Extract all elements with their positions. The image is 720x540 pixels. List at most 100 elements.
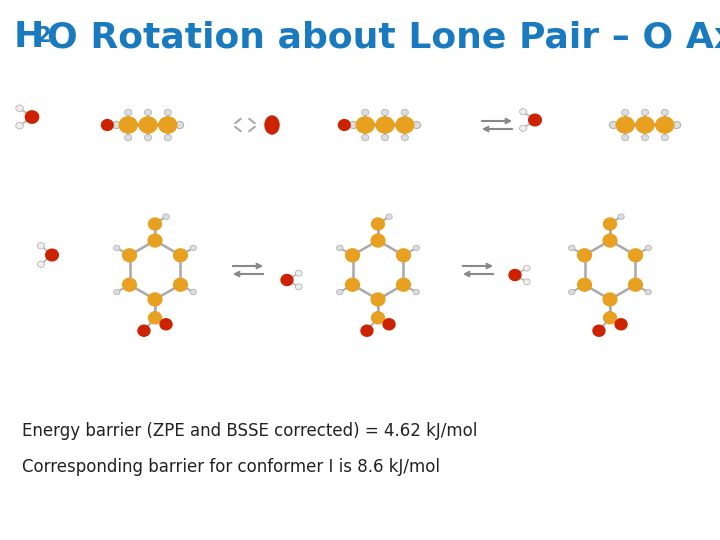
Ellipse shape bbox=[265, 116, 279, 134]
Ellipse shape bbox=[160, 319, 172, 330]
Ellipse shape bbox=[509, 269, 521, 280]
Ellipse shape bbox=[642, 134, 649, 141]
Ellipse shape bbox=[615, 319, 627, 330]
Ellipse shape bbox=[375, 223, 381, 228]
Ellipse shape bbox=[114, 289, 120, 295]
Ellipse shape bbox=[621, 109, 629, 116]
Ellipse shape bbox=[16, 123, 23, 129]
Ellipse shape bbox=[397, 249, 410, 262]
Ellipse shape bbox=[645, 245, 652, 251]
Ellipse shape bbox=[120, 117, 138, 133]
Ellipse shape bbox=[174, 249, 187, 262]
Ellipse shape bbox=[138, 325, 150, 336]
Ellipse shape bbox=[361, 325, 373, 336]
Ellipse shape bbox=[37, 261, 45, 267]
Ellipse shape bbox=[523, 279, 530, 285]
Ellipse shape bbox=[642, 109, 649, 116]
Ellipse shape bbox=[629, 249, 642, 262]
Ellipse shape bbox=[629, 278, 642, 291]
Ellipse shape bbox=[523, 265, 530, 271]
Ellipse shape bbox=[616, 117, 634, 133]
Ellipse shape bbox=[371, 234, 385, 247]
Ellipse shape bbox=[577, 278, 591, 291]
Ellipse shape bbox=[338, 119, 350, 130]
Ellipse shape bbox=[607, 223, 613, 228]
Ellipse shape bbox=[603, 218, 616, 230]
Ellipse shape bbox=[190, 289, 197, 295]
Ellipse shape bbox=[621, 134, 629, 141]
Ellipse shape bbox=[45, 249, 58, 261]
Ellipse shape bbox=[661, 109, 668, 116]
Text: H: H bbox=[14, 20, 45, 54]
Ellipse shape bbox=[569, 245, 575, 251]
Ellipse shape bbox=[349, 122, 357, 129]
Text: O Rotation about Lone Pair – O Axis: O Rotation about Lone Pair – O Axis bbox=[47, 20, 720, 54]
Ellipse shape bbox=[336, 245, 343, 251]
Ellipse shape bbox=[176, 122, 184, 129]
Ellipse shape bbox=[295, 270, 302, 276]
Ellipse shape bbox=[372, 312, 384, 324]
Ellipse shape bbox=[372, 218, 384, 230]
Ellipse shape bbox=[102, 119, 113, 130]
Ellipse shape bbox=[672, 122, 680, 129]
Ellipse shape bbox=[336, 289, 343, 295]
Ellipse shape bbox=[114, 245, 120, 251]
Ellipse shape bbox=[413, 122, 420, 129]
Ellipse shape bbox=[122, 249, 136, 262]
Ellipse shape bbox=[603, 234, 617, 247]
Ellipse shape bbox=[122, 278, 136, 291]
Ellipse shape bbox=[636, 117, 654, 133]
Ellipse shape bbox=[618, 214, 624, 219]
Ellipse shape bbox=[125, 109, 132, 116]
Ellipse shape bbox=[396, 117, 414, 133]
Ellipse shape bbox=[528, 114, 541, 126]
Ellipse shape bbox=[371, 293, 385, 306]
Ellipse shape bbox=[152, 223, 158, 228]
Ellipse shape bbox=[295, 284, 302, 290]
Ellipse shape bbox=[148, 312, 161, 324]
Ellipse shape bbox=[148, 218, 161, 230]
Ellipse shape bbox=[401, 134, 408, 141]
Ellipse shape bbox=[413, 245, 420, 251]
Ellipse shape bbox=[386, 214, 392, 219]
Text: 2: 2 bbox=[36, 26, 50, 46]
Ellipse shape bbox=[645, 289, 652, 295]
Ellipse shape bbox=[593, 325, 605, 336]
Ellipse shape bbox=[163, 214, 169, 219]
Ellipse shape bbox=[656, 117, 674, 133]
Ellipse shape bbox=[401, 109, 408, 116]
Ellipse shape bbox=[376, 117, 394, 133]
Ellipse shape bbox=[346, 249, 359, 262]
Ellipse shape bbox=[190, 245, 197, 251]
Ellipse shape bbox=[174, 278, 187, 291]
Ellipse shape bbox=[609, 122, 617, 129]
Ellipse shape bbox=[603, 312, 616, 324]
Ellipse shape bbox=[145, 109, 152, 116]
Ellipse shape bbox=[145, 134, 152, 141]
Ellipse shape bbox=[361, 109, 369, 116]
Ellipse shape bbox=[397, 278, 410, 291]
Ellipse shape bbox=[577, 249, 591, 262]
Ellipse shape bbox=[520, 109, 527, 115]
Text: Corresponding barrier for conformer I is 8.6 kJ/mol: Corresponding barrier for conformer I is… bbox=[22, 458, 440, 476]
Ellipse shape bbox=[148, 234, 162, 247]
Ellipse shape bbox=[281, 274, 293, 286]
Ellipse shape bbox=[152, 312, 158, 317]
Ellipse shape bbox=[148, 293, 162, 306]
Ellipse shape bbox=[569, 289, 575, 295]
Ellipse shape bbox=[164, 134, 171, 141]
Ellipse shape bbox=[37, 242, 45, 249]
Ellipse shape bbox=[159, 117, 177, 133]
Ellipse shape bbox=[375, 312, 381, 317]
Ellipse shape bbox=[382, 109, 389, 116]
Ellipse shape bbox=[164, 109, 171, 116]
Ellipse shape bbox=[356, 117, 374, 133]
Ellipse shape bbox=[25, 111, 39, 123]
Ellipse shape bbox=[16, 105, 23, 112]
Ellipse shape bbox=[603, 293, 617, 306]
Ellipse shape bbox=[607, 312, 613, 317]
Ellipse shape bbox=[413, 289, 420, 295]
Ellipse shape bbox=[346, 278, 359, 291]
Text: Energy barrier (ZPE and BSSE corrected) = 4.62 kJ/mol: Energy barrier (ZPE and BSSE corrected) … bbox=[22, 422, 477, 440]
Ellipse shape bbox=[383, 319, 395, 330]
